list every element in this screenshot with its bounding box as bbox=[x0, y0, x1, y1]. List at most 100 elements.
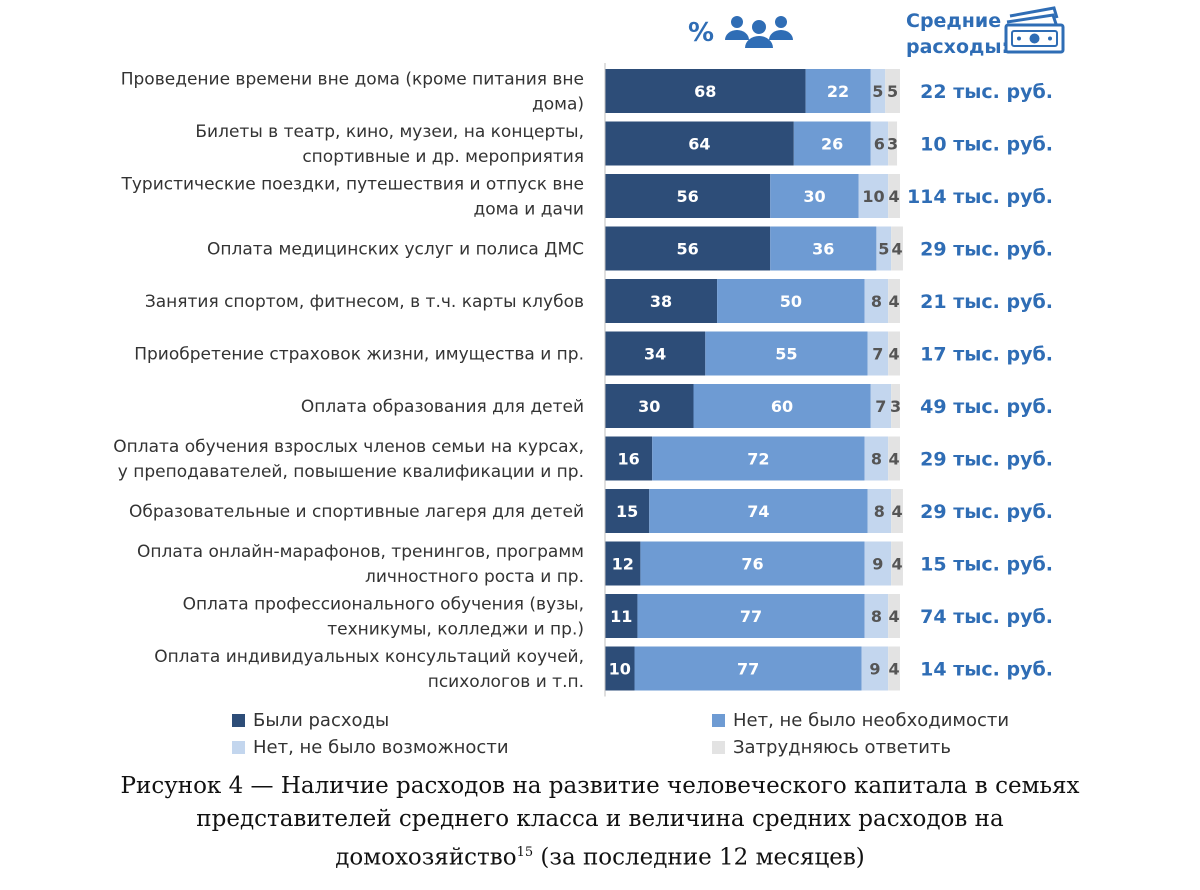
avg-expense-value: 15 тыс. руб. bbox=[920, 554, 1053, 576]
category-label-line: личностного роста и пр. bbox=[365, 567, 584, 587]
legend-label: Были расходы bbox=[253, 710, 390, 731]
avg-expense-value: 29 тыс. руб. bbox=[920, 239, 1053, 261]
data-label: 77 bbox=[737, 660, 759, 679]
bar-segment bbox=[870, 384, 892, 428]
data-label: 34 bbox=[644, 345, 666, 364]
data-label: 36 bbox=[812, 240, 834, 259]
data-label: 7 bbox=[875, 397, 886, 416]
bar-segment bbox=[864, 541, 892, 586]
bar-segment bbox=[605, 226, 771, 271]
category-label-line: Оплата медицинских услуг и полиса ДМС bbox=[207, 240, 584, 260]
category-label-line: Оплата индивидуальных консультаций коуче… bbox=[154, 647, 584, 667]
data-label: 68 bbox=[694, 82, 716, 101]
data-label: 3 bbox=[887, 135, 898, 154]
data-label: 60 bbox=[771, 397, 793, 416]
bar-segment bbox=[637, 594, 865, 638]
bar-segment bbox=[891, 384, 900, 428]
data-label: 6 bbox=[874, 135, 885, 154]
data-label: 8 bbox=[874, 502, 885, 521]
legend-item-no-opportunity: Нет, не было возможности bbox=[232, 737, 509, 758]
bar-segment bbox=[605, 279, 718, 323]
category-label: Оплата обучения взрослых членов семьи на… bbox=[113, 437, 584, 482]
data-label: 8 bbox=[871, 292, 882, 311]
avg-expense-value: 29 тыс. руб. bbox=[920, 501, 1053, 523]
category-label-line: у преподавателей, повышение квалификации… bbox=[118, 462, 584, 482]
footnote-marker: 15 bbox=[516, 845, 534, 860]
category-label-line: спортивные и др. мероприятия bbox=[302, 147, 584, 167]
caption-line-3-start: домохозяйство bbox=[335, 844, 517, 871]
bar-segment bbox=[861, 646, 889, 691]
bar-segment bbox=[770, 174, 859, 218]
data-label: 7 bbox=[872, 345, 883, 364]
category-label-line: Образовательные и спортивные лагеря для … bbox=[129, 502, 584, 522]
data-label: 15 bbox=[616, 502, 638, 521]
data-label: 16 bbox=[617, 450, 639, 469]
legend-swatch bbox=[232, 714, 245, 727]
legend-swatch bbox=[232, 741, 245, 754]
avg-expense-value: 21 тыс. руб. bbox=[920, 291, 1053, 313]
category-label-line: Оплата образования для детей bbox=[301, 397, 584, 417]
avg-expense-value: 17 тыс. руб. bbox=[920, 344, 1053, 366]
data-label: 4 bbox=[889, 292, 900, 311]
bar-segment bbox=[605, 436, 653, 481]
data-label: 5 bbox=[887, 82, 898, 101]
bar-segment bbox=[649, 489, 868, 533]
data-label: 11 bbox=[610, 607, 632, 626]
avg-expense-value: 10 тыс. руб. bbox=[920, 134, 1053, 156]
data-label: 74 bbox=[747, 502, 769, 521]
bar-segment bbox=[652, 436, 865, 481]
bar-segment bbox=[870, 121, 889, 166]
avg-expenses-header-line2: расходы: bbox=[906, 36, 1010, 58]
category-label: Приобретение страховок жизни, имущества … bbox=[134, 345, 584, 365]
category-label-line: Оплата профессионального обучения (вузы, bbox=[183, 595, 584, 615]
bar-segment bbox=[888, 646, 900, 691]
bar-segment bbox=[605, 331, 706, 376]
data-label: 38 bbox=[650, 292, 672, 311]
category-label-line: дома) bbox=[532, 95, 584, 115]
bar-segment bbox=[867, 331, 889, 376]
bar-segment bbox=[891, 226, 903, 271]
legend-label: Затрудняюсь ответить bbox=[733, 737, 952, 758]
bar-segment bbox=[888, 331, 900, 376]
bar-segment bbox=[876, 226, 892, 271]
caption-line-2: представителей среднего класса и величин… bbox=[196, 806, 1004, 832]
data-label: 9 bbox=[869, 660, 880, 679]
data-label: 5 bbox=[872, 82, 883, 101]
bar-segment bbox=[864, 279, 889, 323]
data-label: 50 bbox=[780, 292, 802, 311]
category-label-line: Оплата онлайн-марафонов, тренингов, прог… bbox=[137, 542, 584, 562]
legend-label: Нет, не было возможности bbox=[253, 737, 509, 758]
bar-segment bbox=[891, 541, 903, 586]
bar-segment bbox=[605, 174, 771, 218]
category-label: Оплата индивидуальных консультаций коуче… bbox=[154, 647, 584, 692]
avg-expense-value: 22 тыс. руб. bbox=[920, 81, 1053, 103]
avg-expense-value: 49 тыс. руб. bbox=[920, 396, 1053, 418]
avg-expense-value: 74 тыс. руб. bbox=[920, 606, 1053, 628]
category-label-line: Оплата обучения взрослых членов семьи на… bbox=[113, 437, 584, 457]
data-label: 4 bbox=[891, 502, 902, 521]
caption-line-1: Рисунок 4 — Наличие расходов на развитие… bbox=[120, 773, 1080, 799]
avg-expenses-header: Средние расходы: bbox=[906, 8, 1009, 60]
bar-segment bbox=[888, 174, 900, 218]
data-label: 5 bbox=[878, 240, 889, 259]
category-label: Оплата онлайн-марафонов, тренингов, прог… bbox=[137, 542, 584, 587]
data-label: 4 bbox=[889, 660, 900, 679]
bar-segment bbox=[888, 121, 898, 166]
category-label: Оплата медицинских услуг и полиса ДМС bbox=[207, 240, 584, 260]
data-label: 77 bbox=[740, 607, 762, 626]
category-label-line: психологов и т.п. bbox=[428, 672, 584, 692]
bar-segment bbox=[693, 384, 871, 428]
avg-expense-value: 14 тыс. руб. bbox=[920, 659, 1053, 681]
data-label: 12 bbox=[612, 555, 634, 574]
bar-segment bbox=[640, 541, 865, 586]
percent-header: % bbox=[688, 18, 715, 48]
data-label: 22 bbox=[827, 82, 849, 101]
bar-segment bbox=[888, 436, 900, 481]
category-label: Туристические поездки, путешествия и отп… bbox=[120, 175, 584, 220]
caption-line-3: домохозяйство15 (за последние 12 месяцев… bbox=[0, 836, 1200, 875]
bar-segment bbox=[888, 279, 900, 323]
data-label: 4 bbox=[891, 555, 902, 574]
bar-segment bbox=[793, 121, 871, 166]
data-label: 4 bbox=[889, 187, 900, 206]
category-label-line: Проведение времени вне дома (кроме питан… bbox=[121, 70, 584, 90]
